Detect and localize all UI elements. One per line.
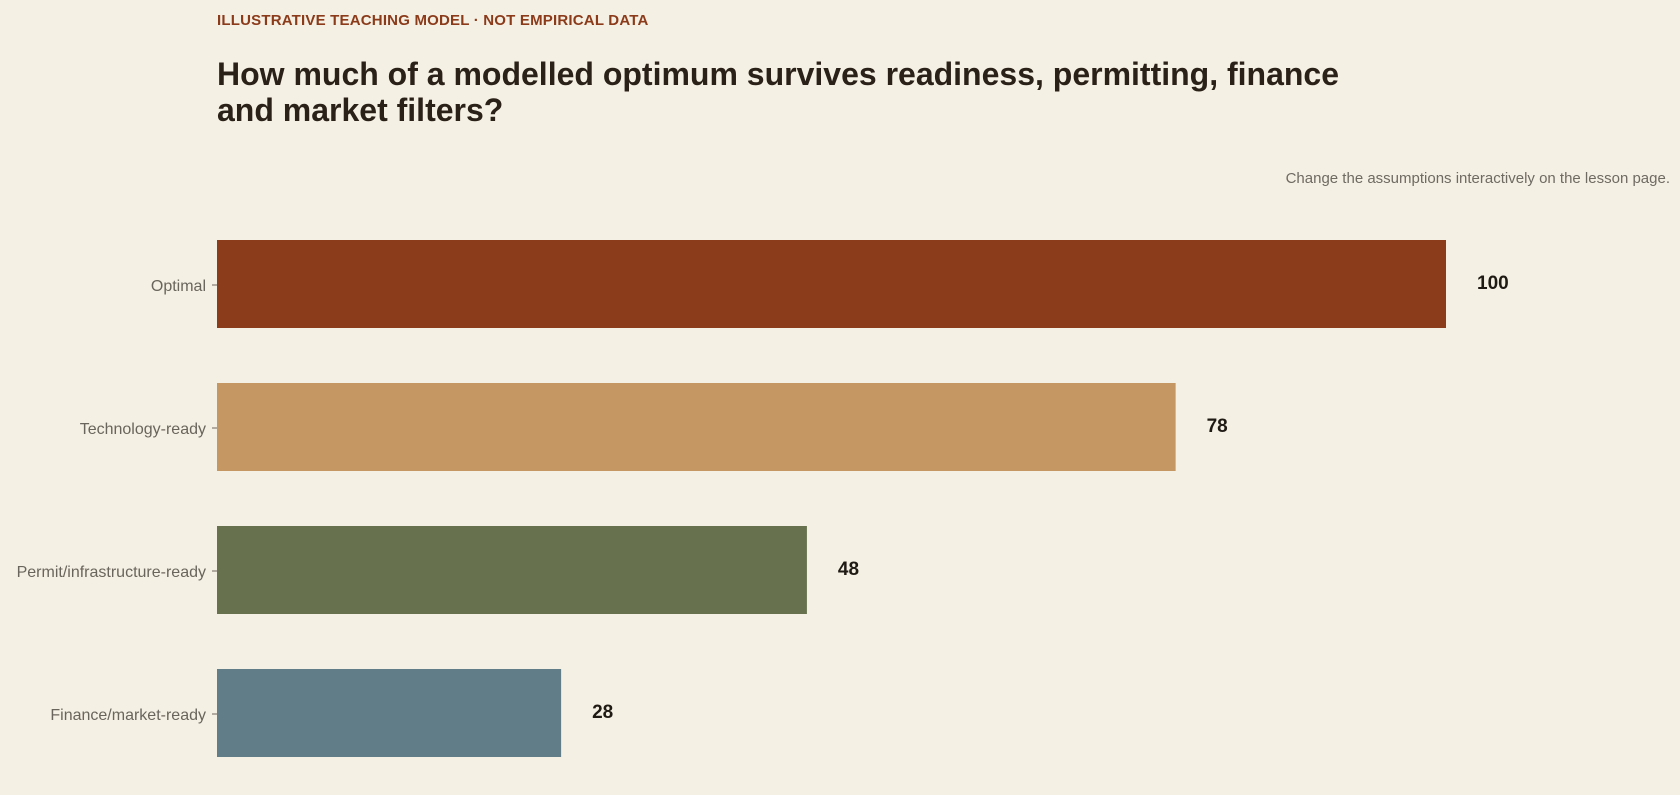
bar-3: [217, 669, 562, 757]
category-label: Permit/infrastructure-ready: [17, 564, 206, 581]
value-label: 48: [838, 559, 859, 580]
bar-0: [217, 240, 1446, 328]
chart-title: How much of a modelled optimum survives …: [217, 56, 1340, 128]
category-label: Finance/market-ready: [50, 707, 206, 724]
value-label: 100: [1477, 273, 1509, 294]
eyebrow-label: ILLUSTRATIVE TEACHING MODEL · NOT EMPIRI…: [217, 12, 649, 29]
interactive-note: Change the assumptions interactively on …: [1285, 170, 1670, 187]
value-label: 28: [592, 702, 613, 723]
category-label: Optimal: [151, 278, 206, 295]
bar-2: [217, 526, 807, 614]
value-label: 78: [1207, 416, 1228, 437]
bar-1: [217, 383, 1176, 471]
category-label: Technology-ready: [80, 421, 206, 438]
